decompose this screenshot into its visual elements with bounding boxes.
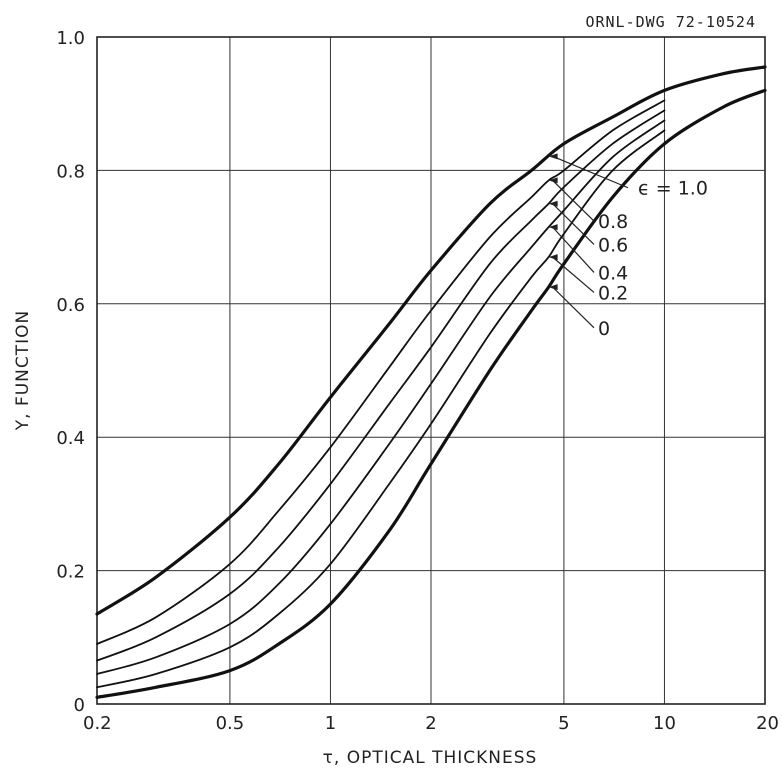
- curve-label: ϵ = 1.0: [638, 178, 708, 200]
- label-leader: [552, 155, 629, 189]
- series-line: [96, 119, 666, 675]
- x-tick-label: 0.2: [83, 713, 112, 734]
- label-arrowhead: [548, 224, 558, 231]
- label-leader: [552, 226, 595, 273]
- x-tick-label: 0.5: [216, 713, 245, 734]
- label-leader: [552, 256, 595, 293]
- series-line: [96, 99, 666, 645]
- plot-frame: [96, 36, 766, 705]
- curves: [95, 65, 767, 699]
- series-line: [95, 88, 767, 699]
- series-line: [95, 65, 767, 616]
- y-tick-label: 1.0: [56, 28, 85, 49]
- label-arrowhead: [548, 200, 558, 207]
- label-leader: [552, 203, 595, 245]
- label-leader: [552, 286, 595, 329]
- curve-label: 0.4: [598, 262, 628, 284]
- x-axis-title: τ, OPTICAL THICKNESS: [323, 748, 538, 768]
- grid-lines: [97, 37, 765, 704]
- curve-label: 0.2: [598, 282, 628, 304]
- x-tick-label: 20: [756, 713, 779, 734]
- y-tick-label: 0.2: [56, 562, 85, 583]
- x-tick-label: 2: [425, 713, 436, 734]
- curve-label: 0: [598, 318, 610, 340]
- label-arrowhead: [548, 254, 558, 261]
- drawing-number: ORNL-DWG 72-10524: [585, 13, 756, 31]
- label-arrowhead: [548, 284, 558, 291]
- y-tick-label: 0: [74, 695, 85, 716]
- curve-label: 0.6: [598, 234, 628, 256]
- y-axis-title: Y, FUNCTION: [13, 310, 33, 432]
- x-tick-label: 10: [653, 713, 676, 734]
- label-arrowhead: [548, 153, 558, 160]
- x-tick-label: 1: [325, 713, 336, 734]
- y-tick-label: 0.8: [56, 161, 85, 182]
- series-line: [96, 129, 666, 689]
- label-arrowhead: [548, 177, 558, 184]
- curve-label: 0.8: [598, 211, 628, 233]
- series-line: [96, 109, 666, 662]
- label-leader: [552, 179, 595, 222]
- y-tick-label: 0.4: [56, 428, 85, 449]
- x-tick-label: 5: [558, 713, 569, 734]
- curve-labels: ϵ = 1.0 0.80.6 0.40.2 0: [548, 153, 708, 340]
- y-tick-label: 0.6: [56, 295, 85, 316]
